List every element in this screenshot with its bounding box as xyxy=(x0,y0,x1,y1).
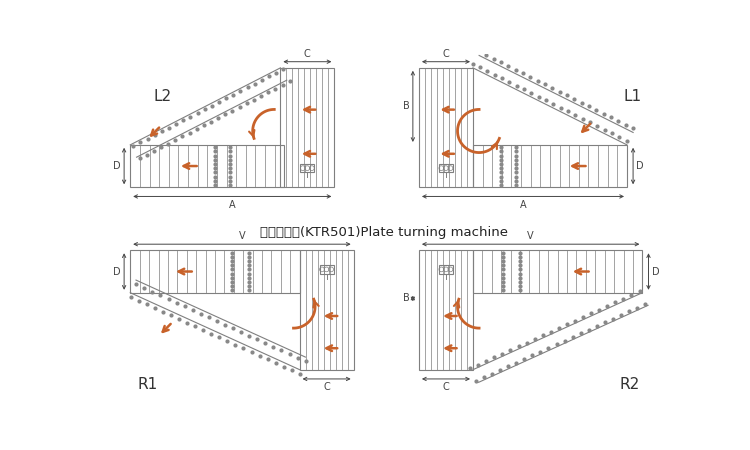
Text: D: D xyxy=(113,161,121,171)
Text: V: V xyxy=(527,231,534,241)
Text: B: B xyxy=(403,101,410,111)
Text: D: D xyxy=(652,266,659,276)
Bar xyxy=(280,68,334,187)
Text: A: A xyxy=(229,199,236,210)
Text: D: D xyxy=(636,161,644,171)
Text: L2: L2 xyxy=(153,89,172,104)
Text: 盘式转向机(KTR501)Plate turning machine: 盘式转向机(KTR501)Plate turning machine xyxy=(260,226,509,239)
Text: V: V xyxy=(238,231,245,241)
Text: C: C xyxy=(442,49,449,58)
Bar xyxy=(473,145,627,187)
Bar xyxy=(320,265,334,274)
Bar xyxy=(419,68,473,187)
Bar xyxy=(301,164,314,172)
Text: D: D xyxy=(113,266,121,276)
Bar xyxy=(300,250,353,370)
Bar xyxy=(419,250,473,370)
Text: C: C xyxy=(442,382,449,392)
Bar xyxy=(439,164,453,172)
Bar xyxy=(130,250,300,292)
Bar xyxy=(473,250,642,292)
Bar xyxy=(130,145,284,187)
Text: R2: R2 xyxy=(620,378,640,392)
Text: B: B xyxy=(403,293,410,303)
Text: R1: R1 xyxy=(138,378,158,392)
Text: C: C xyxy=(323,382,330,392)
Text: L1: L1 xyxy=(623,89,641,104)
Text: C: C xyxy=(304,49,310,58)
Text: A: A xyxy=(520,199,526,210)
Bar xyxy=(439,265,453,274)
